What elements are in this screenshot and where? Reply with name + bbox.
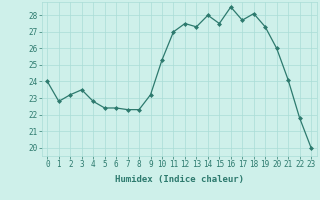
X-axis label: Humidex (Indice chaleur): Humidex (Indice chaleur) <box>115 175 244 184</box>
